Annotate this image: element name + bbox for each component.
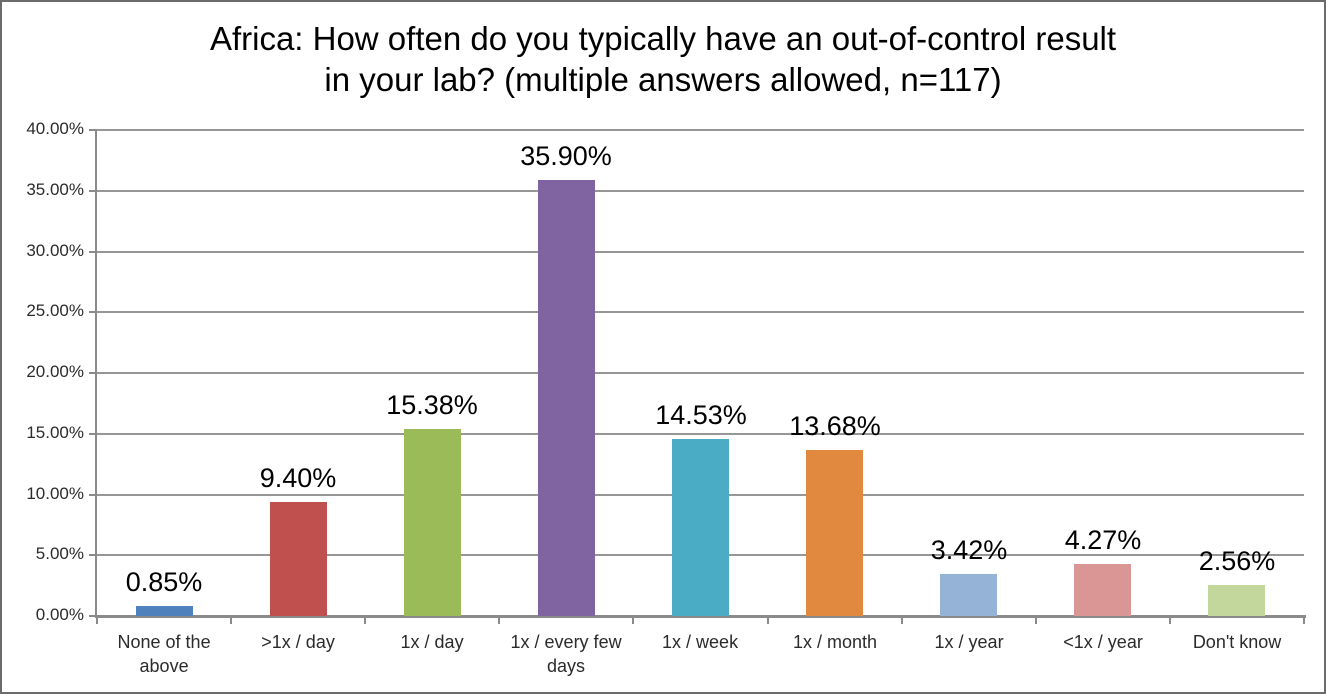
y-axis-tick bbox=[89, 189, 97, 192]
y-axis-tick-label: 5.00% bbox=[35, 544, 84, 564]
bar bbox=[538, 180, 595, 616]
bar-value-label: 13.68% bbox=[789, 411, 881, 441]
bar bbox=[136, 606, 193, 616]
y-axis-tick-label: 0.00% bbox=[35, 605, 84, 624]
y-axis-tick bbox=[89, 311, 97, 314]
x-axis-tick bbox=[230, 616, 233, 624]
y-axis-tick-label: 25.00% bbox=[26, 301, 84, 321]
bar bbox=[1074, 564, 1131, 616]
y-axis-tick-label: 20.00% bbox=[26, 362, 84, 381]
y-axis-line bbox=[95, 130, 97, 618]
x-axis-tick bbox=[1303, 616, 1305, 624]
category-label: 1x / every few days bbox=[510, 632, 622, 677]
y-axis-tick bbox=[89, 615, 97, 617]
x-axis-line bbox=[95, 615, 1306, 618]
category-label: 1x / month bbox=[793, 632, 878, 652]
y-axis-tick-label: 35.00% bbox=[26, 179, 84, 199]
bar-value-label: 0.85% bbox=[125, 567, 203, 597]
chart-title-line-1: Africa: How often do you typically have … bbox=[209, 20, 1117, 57]
bar-value-label: 35.90% bbox=[520, 141, 612, 171]
y-axis-tick-label: 40.00% bbox=[26, 119, 84, 138]
gridline bbox=[97, 432, 1304, 435]
y-axis-tick bbox=[89, 554, 97, 557]
bar-value-label: 2.56% bbox=[1198, 546, 1276, 576]
chart-title: Africa: How often do you typically have … bbox=[2, 18, 1324, 101]
gridline bbox=[97, 129, 1304, 131]
category-label: 1x / day bbox=[400, 632, 464, 652]
x-axis-tick bbox=[1168, 616, 1171, 624]
y-axis-tick bbox=[89, 129, 97, 131]
bar-value-label: 9.40% bbox=[259, 463, 337, 493]
x-axis-tick bbox=[632, 616, 635, 624]
bar-value-label: 14.53% bbox=[655, 400, 747, 430]
gridline bbox=[97, 311, 1304, 314]
x-axis-tick bbox=[96, 616, 98, 624]
category-label: None of the above bbox=[117, 632, 211, 677]
category-label: <1x / year bbox=[1063, 632, 1143, 652]
gridline bbox=[97, 372, 1304, 374]
bar bbox=[404, 429, 461, 616]
x-axis-tick bbox=[498, 616, 501, 624]
gridline bbox=[97, 189, 1304, 192]
bar bbox=[672, 439, 729, 616]
y-axis-tick bbox=[89, 250, 97, 253]
bar-value-label: 3.42% bbox=[930, 535, 1008, 565]
bar bbox=[270, 502, 327, 616]
bar-value-label: 15.38% bbox=[386, 390, 478, 420]
x-axis-tick bbox=[1034, 616, 1037, 624]
y-axis-tick bbox=[89, 432, 97, 435]
category-label: Don't know bbox=[1192, 632, 1282, 652]
category-label: 1x / year bbox=[934, 632, 1004, 652]
category-label: 1x / week bbox=[662, 632, 739, 652]
y-axis-tick bbox=[89, 493, 97, 496]
y-axis-tick-label: 30.00% bbox=[26, 240, 84, 260]
x-axis-tick bbox=[900, 616, 903, 624]
category-label: >1x / day bbox=[261, 632, 335, 652]
x-axis-tick bbox=[364, 616, 367, 624]
bar bbox=[806, 450, 863, 616]
gridline bbox=[97, 250, 1304, 253]
bar bbox=[940, 574, 997, 616]
x-axis-tick bbox=[766, 616, 769, 624]
bar bbox=[1208, 585, 1265, 616]
y-axis-tick bbox=[89, 372, 97, 374]
y-axis-tick-label: 10.00% bbox=[26, 483, 84, 503]
bar-value-label: 4.27% bbox=[1064, 525, 1142, 555]
chart-title-line-2: in your lab? (multiple answers allowed, … bbox=[324, 61, 1002, 99]
y-axis-tick-label: 15.00% bbox=[26, 422, 84, 442]
